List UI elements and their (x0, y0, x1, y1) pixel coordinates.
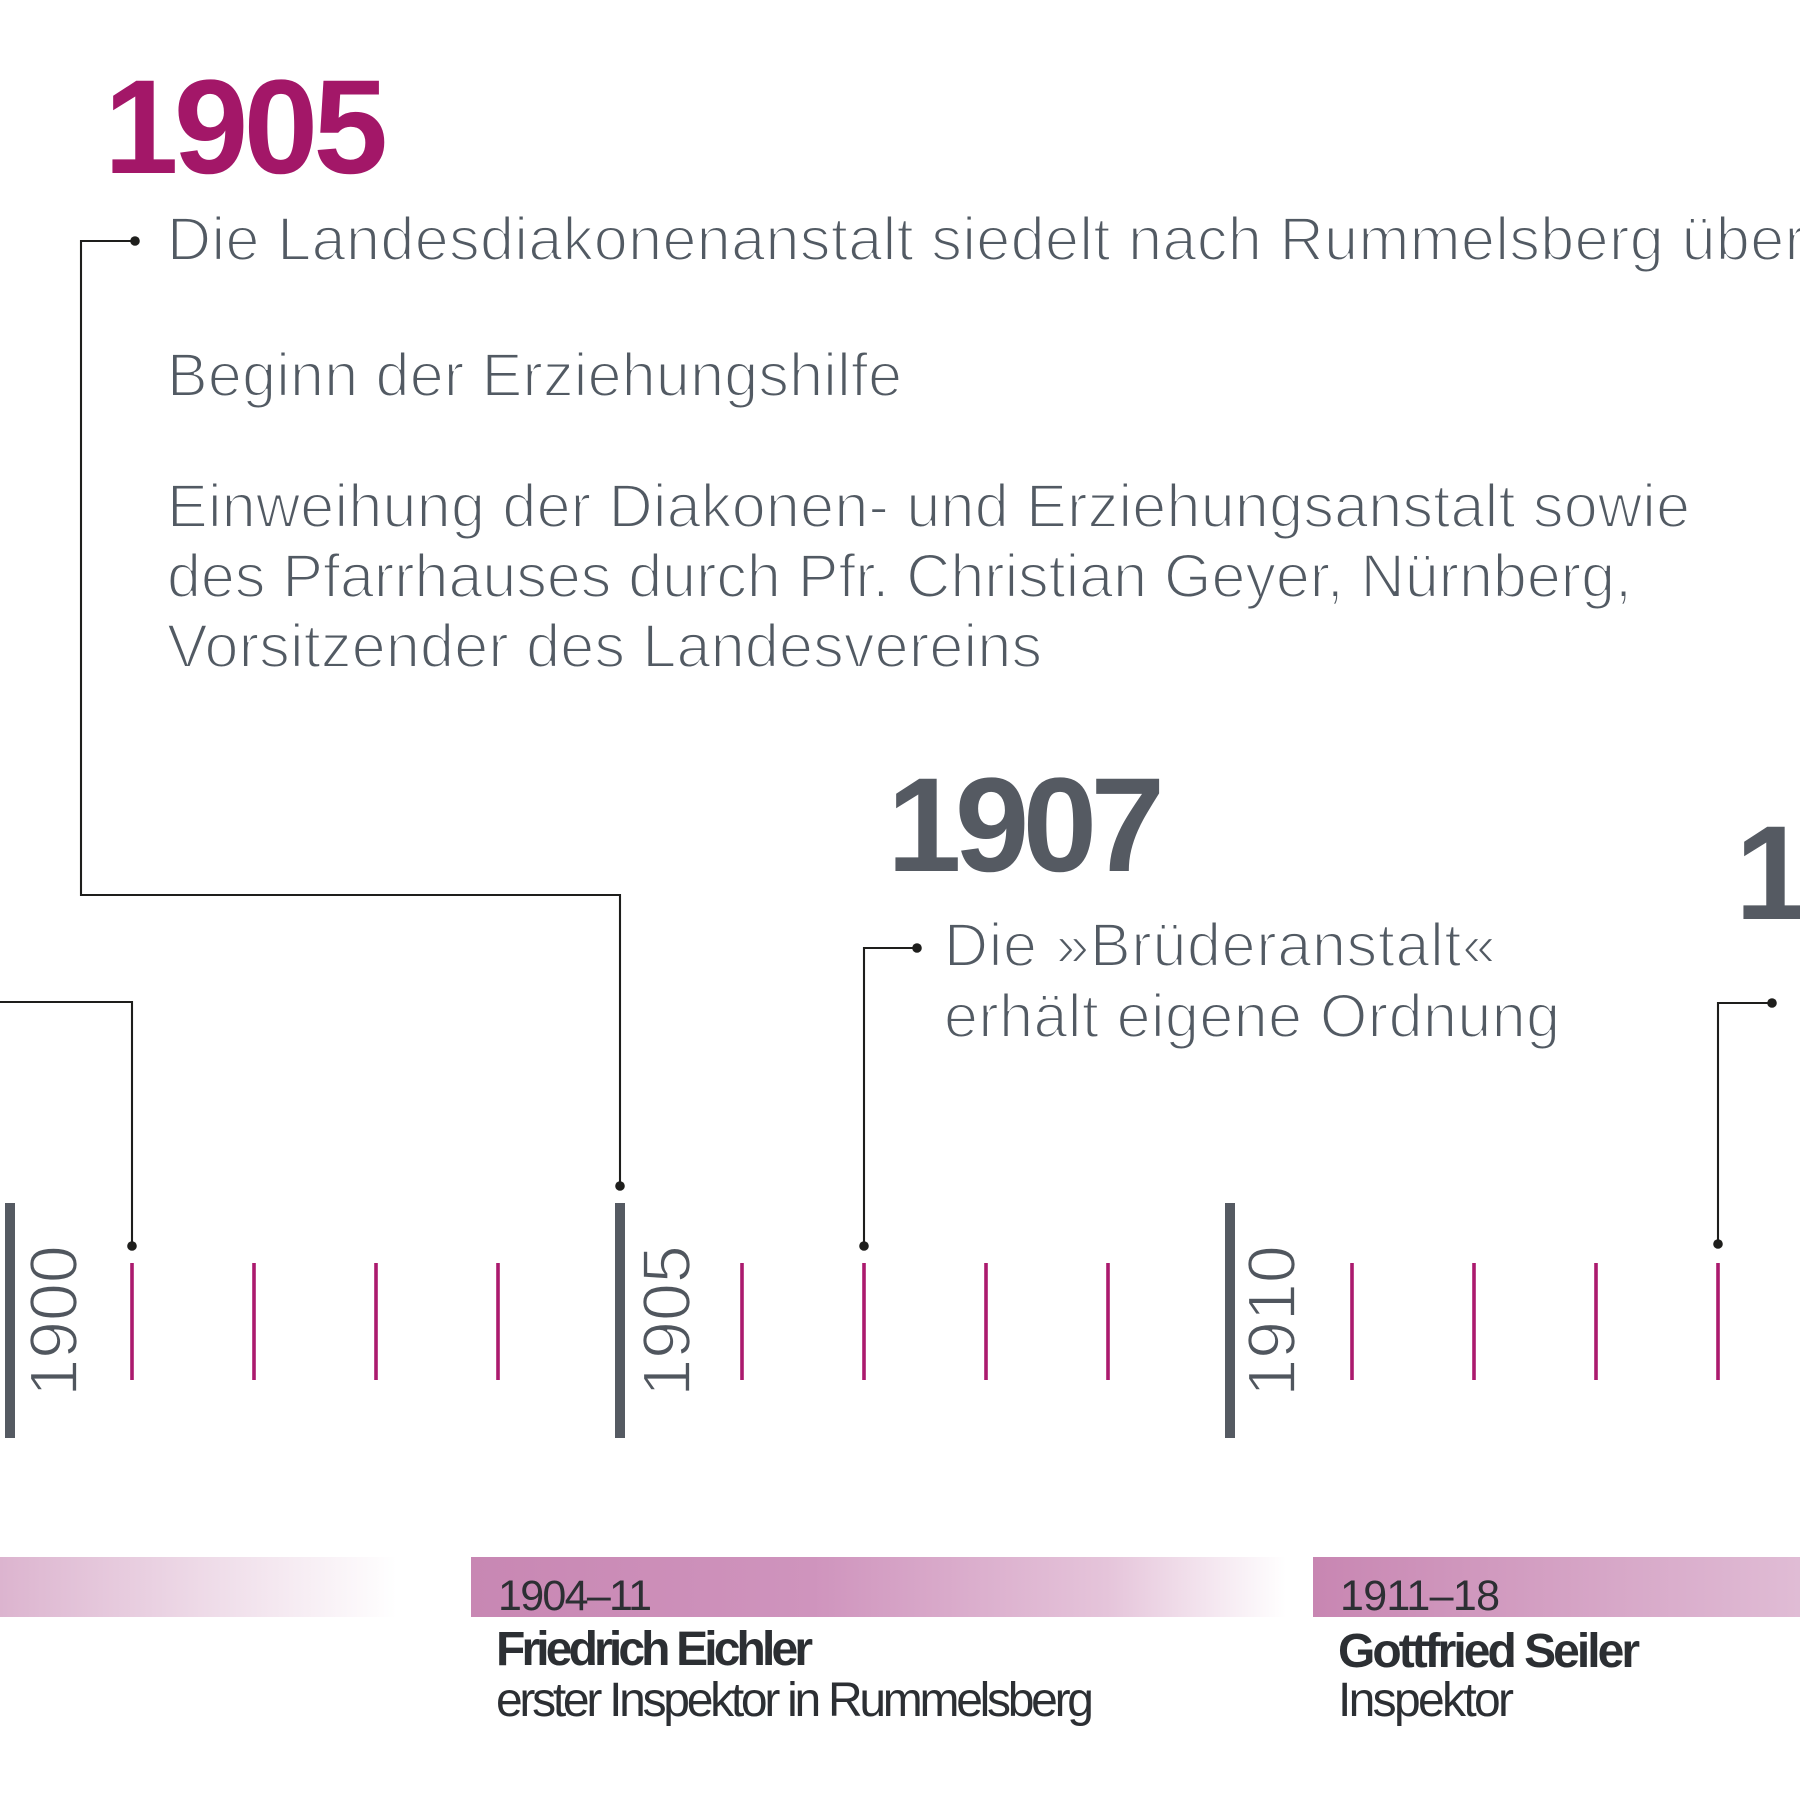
svg-text:Die Landesdiakonenanstalt sied: Die Landesdiakonenanstalt siedelt nach R… (167, 205, 1800, 273)
svg-text:1900: 1900 (16, 1245, 92, 1396)
svg-text:1904–11: 1904–11 (498, 1572, 652, 1620)
svg-text:1911–18: 1911–18 (1340, 1572, 1500, 1620)
svg-text:Beginn der Erziehungshilfe: Beginn der Erziehungshilfe (167, 341, 902, 409)
svg-text:Gottfried Seiler: Gottfried Seiler (1338, 1625, 1640, 1678)
svg-text:1905: 1905 (104, 53, 388, 202)
svg-text:Vorsitzender des Landesvereins: Vorsitzender des Landesvereins (167, 612, 1042, 680)
svg-text:des Pfarrhauses durch Pfr. Chr: des Pfarrhauses durch Pfr. Christian Gey… (167, 542, 1632, 610)
svg-text:Friedrich Eichler: Friedrich Eichler (496, 1623, 813, 1676)
svg-text:Inspektor: Inspektor (1338, 1674, 1514, 1727)
svg-text:1914: 1914 (1735, 799, 1800, 948)
svg-text:1907: 1907 (887, 751, 1165, 900)
svg-text:1905: 1905 (629, 1245, 705, 1396)
svg-text:Die »Brüderanstalt«: Die »Brüderanstalt« (944, 911, 1496, 979)
svg-text:erhält eigene Ordnung: erhält eigene Ordnung (944, 982, 1560, 1050)
svg-text:Einweihung der Diakonen- und E: Einweihung der Diakonen- und Erziehungsa… (167, 472, 1690, 540)
svg-text:1910: 1910 (1234, 1245, 1310, 1396)
svg-text:erster Inspektor in Rummelsber: erster Inspektor in Rummelsberg (496, 1674, 1094, 1727)
